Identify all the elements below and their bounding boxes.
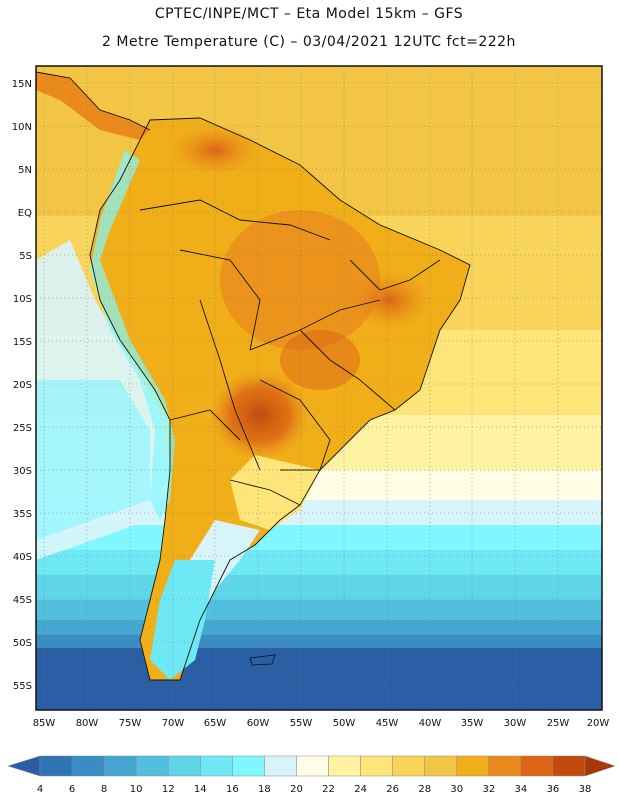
colorbar-swatch (424, 755, 458, 777)
map-frame (35, 65, 603, 711)
lat-label: 30S (13, 466, 32, 477)
colorbar-swatch (200, 755, 233, 777)
lon-label: 70W (162, 718, 185, 729)
colorbar-tick-label: 32 (482, 784, 495, 795)
colorbar-swatch (552, 755, 586, 777)
lat-label: 50S (13, 638, 32, 649)
colorbar-tick-label: 38 (579, 784, 592, 795)
colorbar-tick-label: 16 (226, 784, 239, 795)
lon-label: 60W (247, 718, 270, 729)
map-subtitle: 2 Metre Temperature (C) – 03/04/2021 12U… (102, 34, 516, 50)
map-title: CPTEC/INPE/MCT – Eta Model 15km – GFS (154, 6, 464, 22)
lat-label: 15N (12, 79, 32, 90)
lat-label: 55S (13, 681, 32, 692)
colorbar-tick-label: 26 (386, 784, 399, 795)
colorbar-swatch (488, 755, 522, 777)
lon-label: 35W (461, 718, 484, 729)
colorbar-tick-label: 4 (37, 784, 43, 795)
colorbar-swatch (264, 755, 297, 777)
colorbar-tick-label: 18 (258, 784, 271, 795)
colorbar-swatch (71, 755, 105, 777)
colorbar-tick-label: 12 (162, 784, 175, 795)
colorbar-tick-label: 8 (101, 784, 107, 795)
colorbar-arrow-low (7, 755, 41, 777)
lat-label: EQ (18, 208, 32, 219)
country-borders (36, 71, 471, 681)
latitude-labels: 15N 10N 5N EQ 5S 10S 15S 20S 25S 30S 35S… (12, 79, 32, 692)
lat-label: 20S (13, 380, 32, 391)
colorbar-swatch (360, 755, 393, 777)
colorbar-tick-label: 24 (354, 784, 367, 795)
longitude-labels: 85W 80W 75W 70W 65W 60W 55W 50W 45W 40W … (33, 718, 610, 729)
colorbar-swatch (456, 755, 490, 777)
colorbar-tick-label: 14 (194, 784, 207, 795)
lon-label: 30W (504, 718, 527, 729)
lon-label: 55W (290, 718, 313, 729)
lat-label: 40S (13, 552, 32, 563)
lon-label: 40W (419, 718, 442, 729)
lat-label: 5S (19, 251, 32, 262)
colorbar-arrow-high (584, 755, 616, 777)
lat-label: 35S (13, 509, 32, 520)
colorbar-tick-label: 30 (450, 784, 463, 795)
temperature-field (36, 66, 602, 710)
lat-label: 10N (12, 122, 32, 133)
lon-label: 45W (376, 718, 399, 729)
colorbar-swatch (135, 755, 169, 777)
grid-lines (36, 66, 602, 710)
colorbar-swatch (103, 755, 137, 777)
lat-label: 25S (13, 423, 32, 434)
lon-label: 25W (547, 718, 570, 729)
colorbar: 4 6 8 10 12 14 16 18 20 22 24 26 28 30 32 34 36 38 (7, 755, 616, 795)
colorbar-tick-label: 34 (515, 784, 528, 795)
lon-label: 20W (587, 718, 610, 729)
colorbar-swatch (39, 755, 73, 777)
colorbar-swatch (232, 755, 265, 777)
lat-label: 5N (18, 165, 32, 176)
lat-label: 45S (13, 595, 32, 606)
lon-label: 65W (204, 718, 227, 729)
colorbar-tick-label: 22 (322, 784, 335, 795)
colorbar-tick-label: 6 (69, 784, 75, 795)
colorbar-tick-label: 20 (290, 784, 303, 795)
colorbar-swatch (392, 755, 425, 777)
colorbar-tick-label: 10 (130, 784, 143, 795)
colorbar-tick-label: 36 (547, 784, 560, 795)
lat-label: 10S (13, 294, 32, 305)
colorbar-swatch (167, 755, 201, 777)
colorbar-tick-label: 28 (418, 784, 431, 795)
lon-label: 80W (76, 718, 99, 729)
lat-label: 15S (13, 337, 32, 348)
colorbar-swatch (328, 755, 361, 777)
lon-label: 85W (33, 718, 56, 729)
lon-label: 50W (333, 718, 356, 729)
colorbar-swatch (520, 755, 554, 777)
lon-label: 75W (119, 718, 142, 729)
colorbar-swatch (296, 755, 329, 777)
